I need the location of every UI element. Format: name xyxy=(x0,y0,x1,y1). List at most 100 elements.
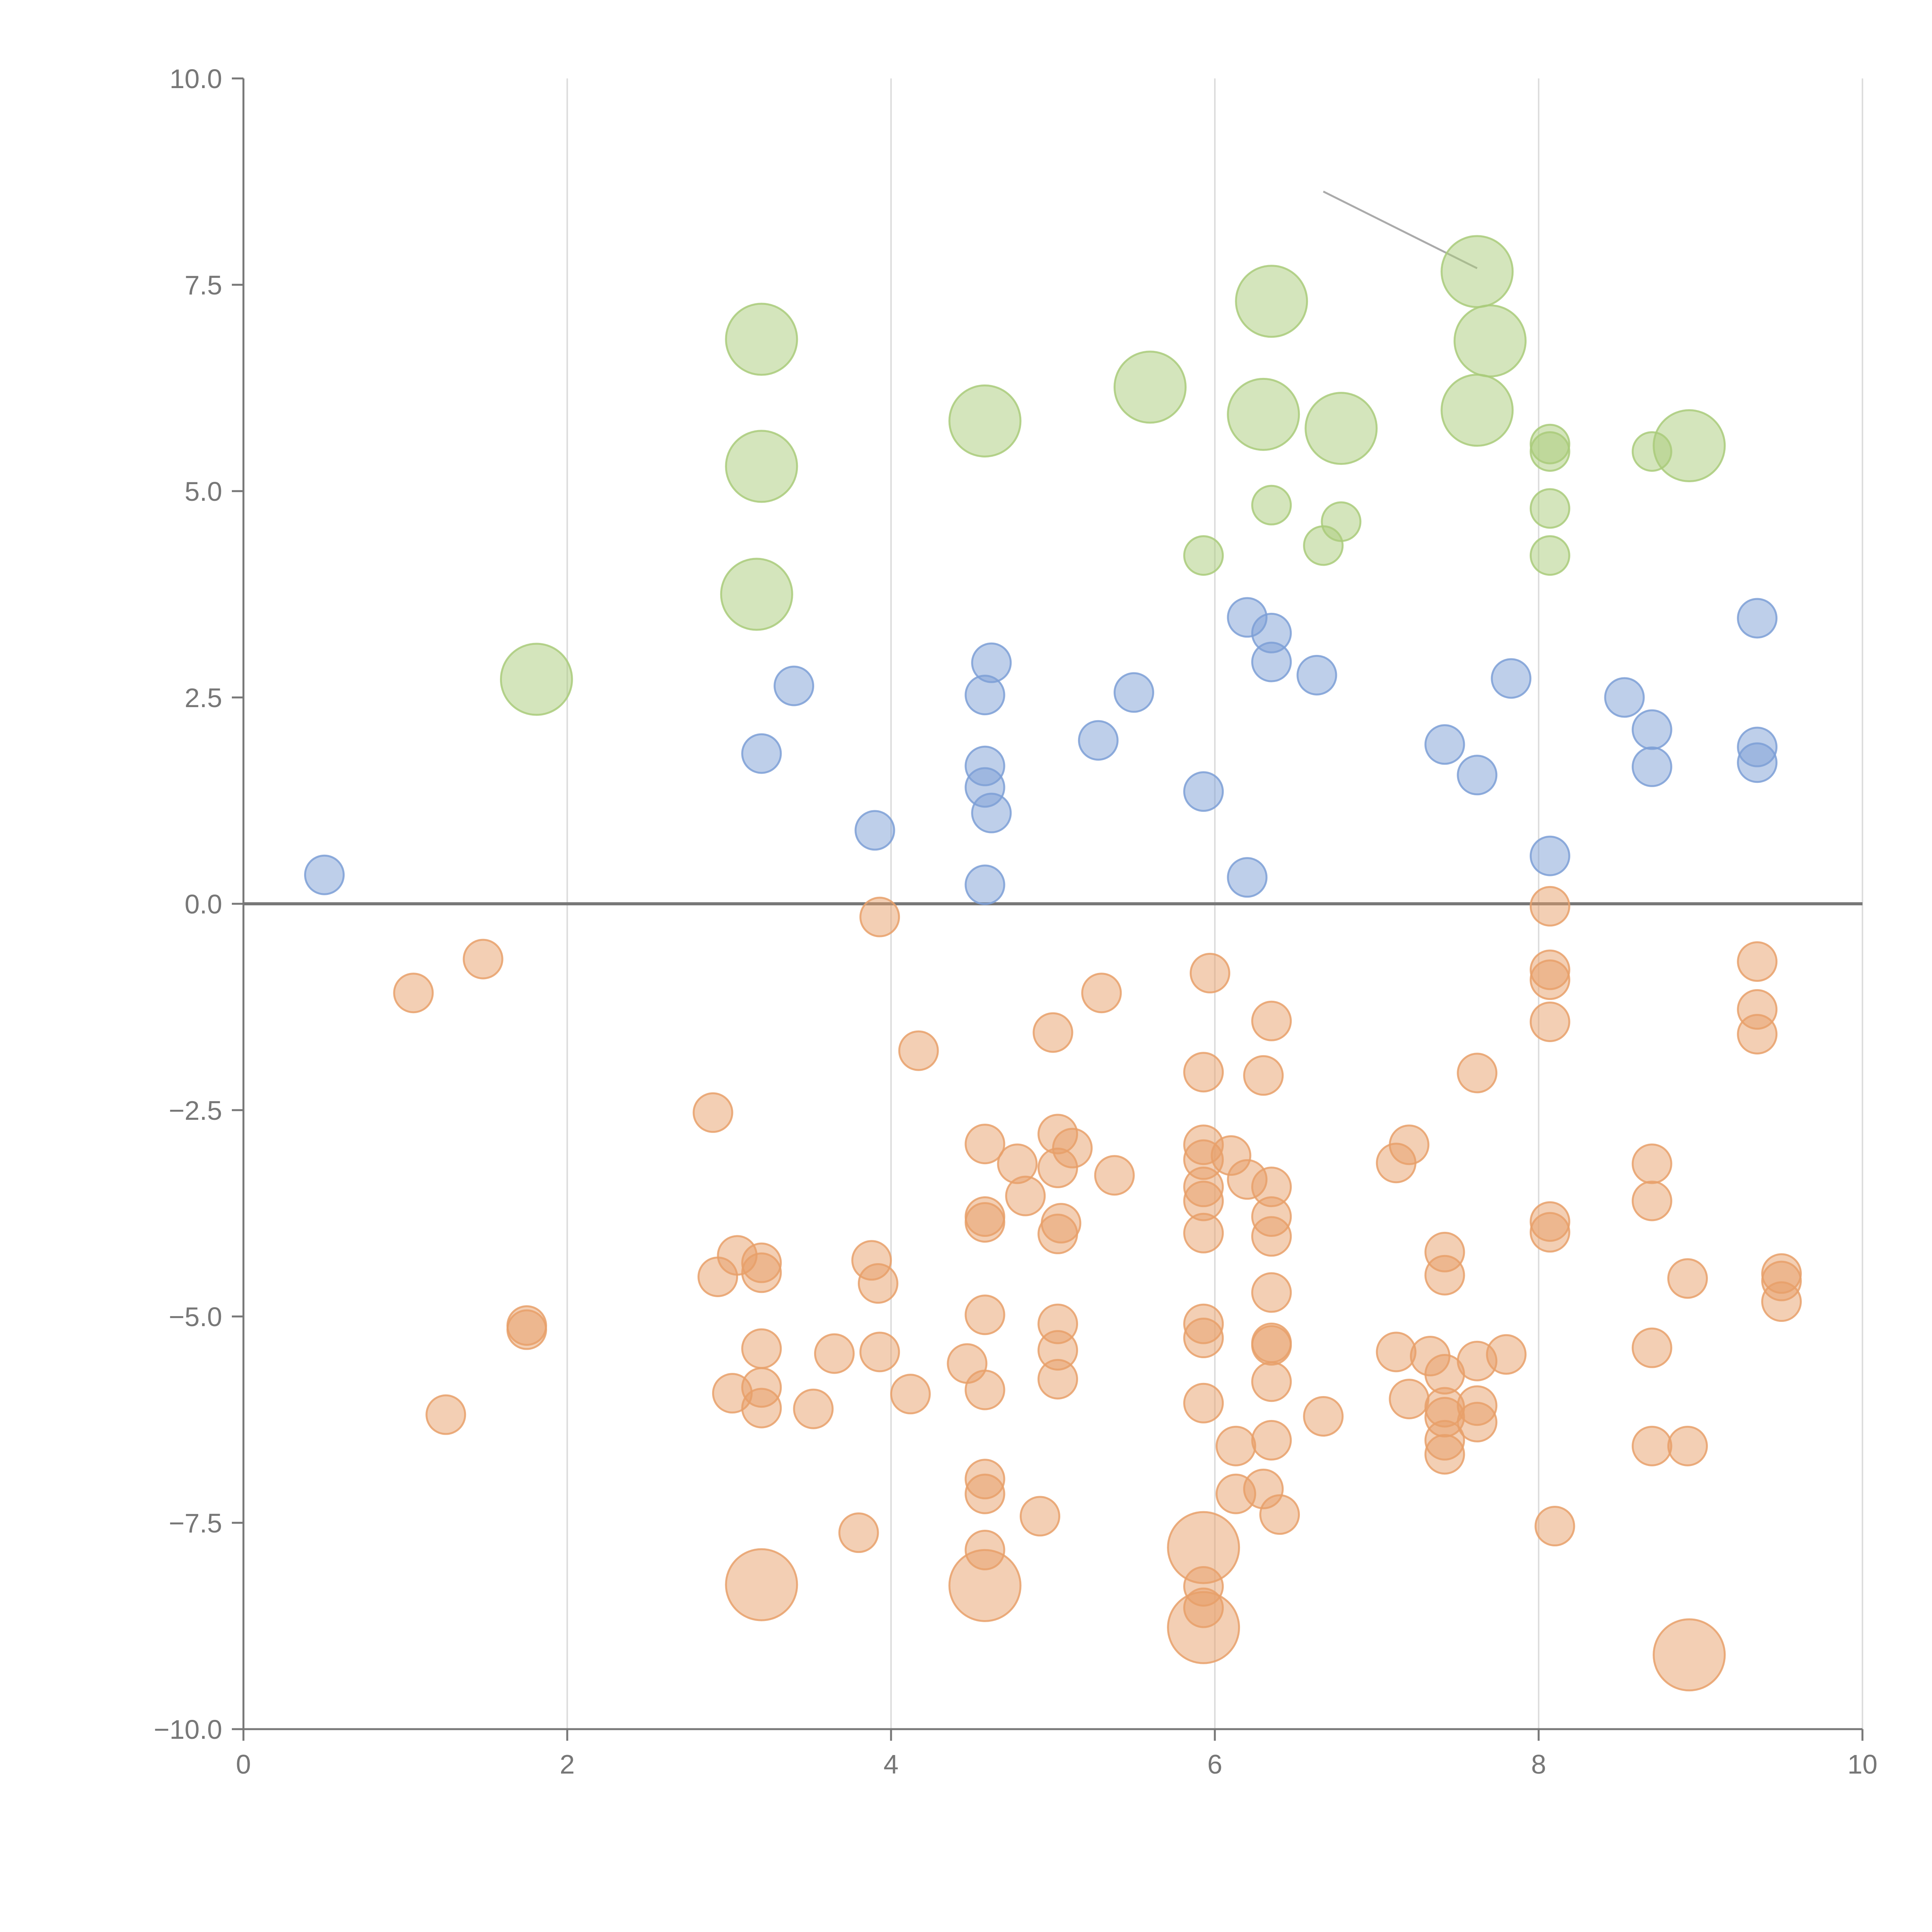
y-tick-label: 2.5 xyxy=(185,683,222,713)
data-point-orange xyxy=(741,1388,782,1429)
data-point-orange xyxy=(857,1263,898,1304)
data-point-orange xyxy=(692,1092,733,1133)
data-point-green xyxy=(1113,350,1187,424)
data-point-orange xyxy=(1037,1213,1078,1254)
x-tick-label: 0 xyxy=(236,1749,251,1779)
data-point-green xyxy=(1183,535,1224,576)
data-point-orange xyxy=(425,1394,466,1435)
data-point-orange xyxy=(1183,1052,1224,1093)
data-point-orange xyxy=(1215,1425,1256,1466)
data-point-orange xyxy=(1529,886,1570,927)
data-point-orange xyxy=(1529,1001,1570,1042)
data-point-orange xyxy=(1251,1325,1292,1366)
data-point-orange xyxy=(1424,1255,1465,1296)
data-point-blue xyxy=(774,665,815,706)
data-point-green xyxy=(1235,265,1308,338)
data-point-orange xyxy=(1534,1506,1575,1547)
y-tick-label: 10.0 xyxy=(170,64,222,94)
data-point-orange xyxy=(1243,1055,1284,1096)
series-orange xyxy=(393,886,1802,1692)
x-tick-label: 4 xyxy=(884,1749,899,1779)
data-point-orange xyxy=(1081,973,1122,1014)
data-point-blue xyxy=(1296,655,1337,696)
data-point-orange xyxy=(1486,1334,1527,1375)
data-point-orange xyxy=(1189,952,1230,993)
data-point-blue xyxy=(1251,641,1292,682)
y-tick-label: −2.5 xyxy=(169,1095,222,1126)
data-point-orange xyxy=(1259,1494,1300,1535)
y-tick-label: 0.0 xyxy=(185,889,222,919)
series-blue xyxy=(304,597,1778,905)
data-point-green xyxy=(1529,488,1570,529)
data-point-green xyxy=(1304,392,1378,465)
data-point-orange xyxy=(1761,1281,1802,1322)
data-point-orange xyxy=(1737,941,1778,982)
data-point-blue xyxy=(1183,771,1224,812)
data-point-orange xyxy=(964,1294,1005,1335)
data-point-blue xyxy=(1631,746,1672,787)
data-point-green xyxy=(1529,431,1570,472)
y-axis-ticks: −10.0 −7.5 −5.0 −2.5 0.0 2.5 5.0 7.5 10.0 xyxy=(154,64,243,1745)
data-point-orange xyxy=(1389,1379,1430,1420)
data-point-orange xyxy=(463,939,503,980)
data-point-blue xyxy=(304,854,345,895)
data-point-green xyxy=(500,643,573,716)
data-point-orange xyxy=(1631,1425,1672,1466)
data-point-blue xyxy=(971,793,1012,833)
data-point-blue xyxy=(1457,755,1498,796)
data-point-orange xyxy=(393,973,434,1014)
data-point-blue xyxy=(1529,835,1570,876)
data-point-orange xyxy=(964,1473,1005,1514)
data-point-orange xyxy=(1457,1401,1498,1442)
y-tick-label: −10.0 xyxy=(154,1714,222,1745)
data-point-orange xyxy=(741,1252,782,1293)
data-point-orange xyxy=(741,1328,782,1369)
data-point-green xyxy=(1631,431,1672,472)
data-point-orange xyxy=(1631,1327,1672,1368)
data-point-orange xyxy=(1389,1124,1430,1165)
data-point-orange xyxy=(793,1388,834,1429)
data-point-orange xyxy=(1019,1496,1060,1537)
data-point-green xyxy=(1227,378,1300,451)
data-point-blue xyxy=(1078,720,1119,761)
data-point-orange xyxy=(1529,959,1570,1000)
data-point-blue xyxy=(1227,857,1268,898)
data-point-blue xyxy=(1631,709,1672,750)
data-point-green xyxy=(720,558,793,631)
data-point-green xyxy=(725,430,798,503)
data-points xyxy=(304,235,1802,1692)
data-point-orange xyxy=(898,1030,939,1071)
data-point-orange xyxy=(1251,1216,1292,1257)
y-tick-label: 5.0 xyxy=(185,476,222,507)
data-point-orange xyxy=(964,1369,1005,1410)
data-point-orange xyxy=(1424,1434,1465,1475)
data-point-orange xyxy=(1667,1258,1708,1299)
data-point-green xyxy=(1303,525,1344,566)
data-point-orange xyxy=(1167,1591,1240,1664)
data-point-orange xyxy=(1251,1361,1292,1402)
data-point-blue xyxy=(741,733,782,774)
series-green xyxy=(500,235,1726,716)
data-point-orange xyxy=(1653,1618,1726,1692)
data-point-orange xyxy=(725,1548,798,1621)
data-point-orange xyxy=(1037,1359,1078,1400)
data-point-green xyxy=(1529,535,1570,576)
data-point-blue xyxy=(1114,672,1154,713)
data-point-orange xyxy=(948,1549,1022,1622)
data-point-green xyxy=(1453,304,1527,378)
x-axis-ticks: 0 2 4 6 8 10 xyxy=(236,1729,1878,1779)
data-point-orange xyxy=(1032,1012,1073,1053)
data-point-orange xyxy=(1667,1425,1708,1466)
x-tick-label: 10 xyxy=(1847,1749,1878,1779)
data-point-blue xyxy=(964,864,1005,905)
y-tick-label: 7.5 xyxy=(185,270,222,300)
data-point-orange xyxy=(1251,1420,1292,1461)
data-point-blue xyxy=(1737,742,1778,783)
data-point-blue xyxy=(1604,677,1645,718)
data-point-green xyxy=(725,303,798,376)
data-point-orange xyxy=(1251,1272,1292,1313)
data-point-blue xyxy=(854,810,895,851)
data-point-green xyxy=(1440,235,1514,308)
data-point-green xyxy=(1251,485,1292,526)
data-point-orange xyxy=(1376,1332,1417,1372)
